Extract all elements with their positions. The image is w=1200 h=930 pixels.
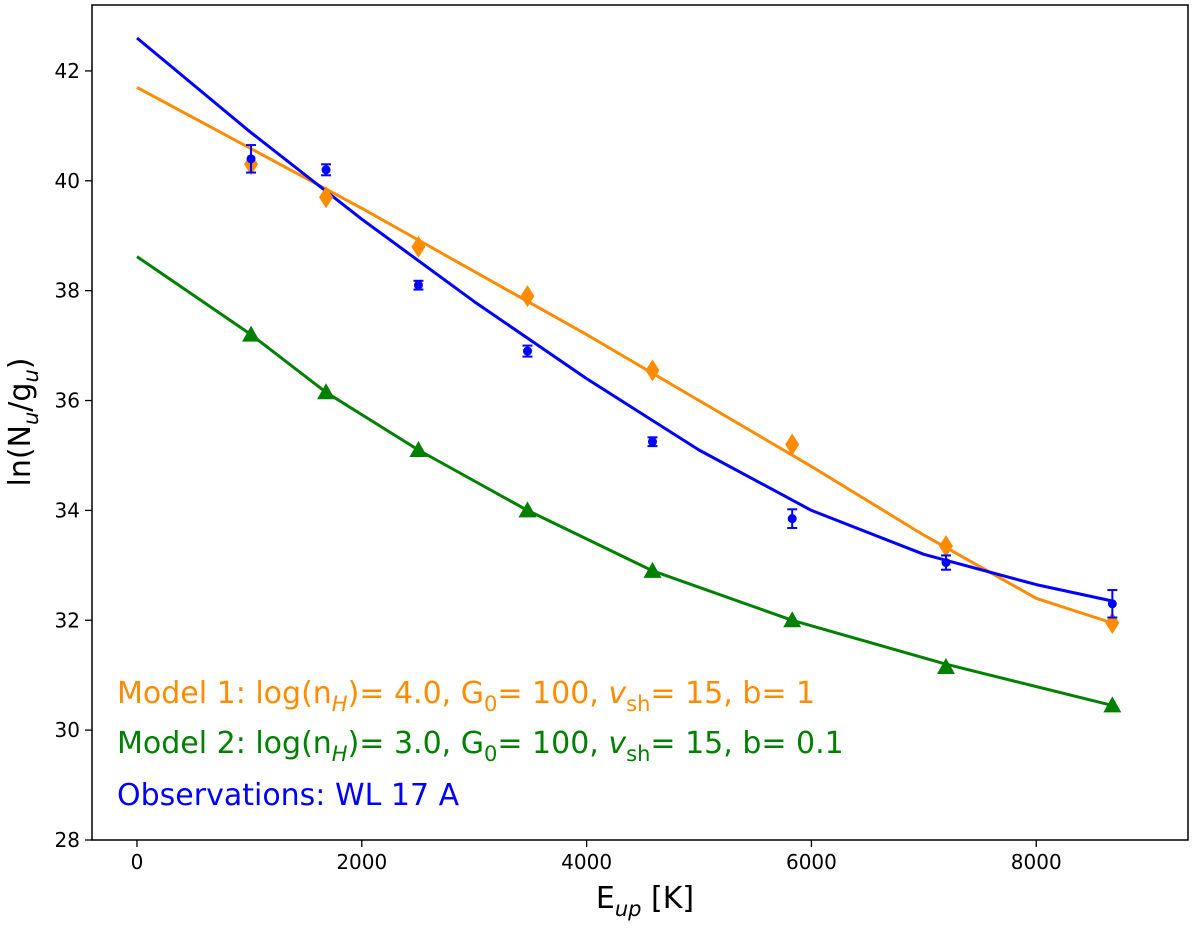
marker-model-2-3 (409, 440, 428, 457)
marker-observations-1 (246, 154, 256, 164)
x-tick-label-6000: 6000 (786, 850, 837, 874)
y-tick-label-32: 32 (55, 608, 80, 632)
y-tick-label-30: 30 (55, 718, 80, 742)
marker-model-2-6 (783, 611, 802, 628)
fit-line-observations (136, 36, 1113, 603)
y-tick-label-36: 36 (55, 389, 80, 413)
marker-observations-3 (413, 280, 423, 290)
x-tick-label-2000: 2000 (336, 850, 387, 874)
marker-model-2-8 (1103, 696, 1122, 713)
marker-model-1-7 (938, 535, 953, 558)
y-tick-label-28: 28 (55, 828, 80, 852)
marker-model-2-4 (518, 501, 537, 518)
marker-observations-5 (647, 437, 657, 447)
y-axis-ticks: 28 30 32 34 36 38 40 42 (55, 59, 92, 852)
y-tick-label-34: 34 (55, 498, 80, 522)
plot-background (92, 5, 1188, 840)
legend-model-2: Model 2: log(nH)= 3.0, G0= 100, vsh= 15,… (117, 726, 844, 766)
fit-line-model-1 (136, 86, 1113, 625)
marker-observations-7 (941, 558, 951, 568)
x-tick-label-0: 0 (131, 850, 144, 874)
legend-observations: Observations: WL 17 A (117, 778, 460, 813)
marker-model-1-6 (785, 433, 800, 456)
x-axis-ticks: 0 2000 4000 6000 8000 (131, 840, 1062, 874)
marker-model-2-2 (317, 383, 336, 400)
marker-observations-6 (787, 514, 797, 524)
marker-model-2-5 (643, 561, 662, 578)
marker-observations-4 (522, 346, 532, 356)
marker-model-1-4 (520, 285, 535, 308)
marker-observations-8 (1107, 599, 1117, 609)
marker-observations-2 (321, 165, 331, 175)
y-tick-label-38: 38 (55, 279, 80, 303)
x-tick-label-8000: 8000 (1011, 850, 1062, 874)
data-markers (242, 144, 1122, 713)
y-axis-label: ln(Nu/gu) (3, 358, 43, 487)
plot-frame (91, 4, 1189, 841)
marker-model-1-3 (411, 235, 426, 258)
x-axis-label: Eup [K] (596, 881, 694, 921)
y-tick-label-40: 40 (55, 169, 80, 193)
marker-model-2-7 (936, 657, 955, 674)
marker-model-1-5 (645, 359, 660, 382)
marker-model-1-2 (319, 186, 334, 209)
legend-model-1: Model 1: log(nH)= 4.0, G0= 100, vsh= 15,… (117, 676, 815, 716)
marker-model-2-1 (242, 325, 261, 342)
legend: Model 1: log(nH)= 4.0, G0= 100, vsh= 15,… (117, 676, 844, 813)
y-tick-label-42: 42 (55, 59, 80, 83)
x-tick-label-4000: 4000 (561, 850, 612, 874)
